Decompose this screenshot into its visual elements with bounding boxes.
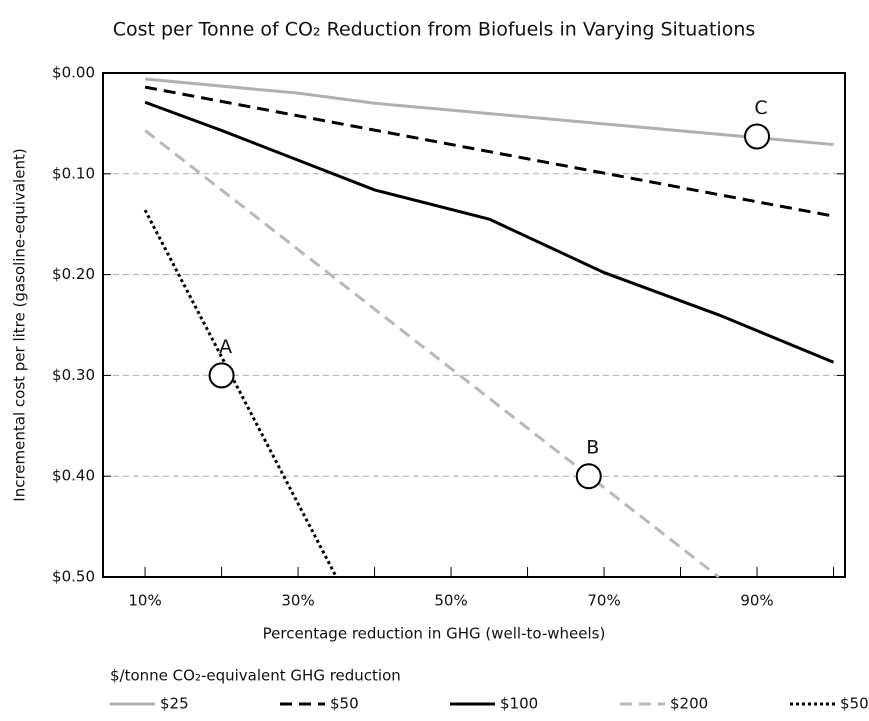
x-tick-label: 10%: [128, 592, 161, 610]
x-tick-label: 50%: [434, 592, 467, 610]
series-line: [144, 129, 720, 579]
series-line: [144, 100, 835, 364]
x-tick-label: 30%: [281, 592, 314, 610]
series-line: [143, 209, 338, 578]
legend-label: $500: [840, 695, 869, 713]
y-tick-label: $0.50: [52, 568, 95, 586]
annotation-label: C: [754, 97, 767, 119]
chart-title: Cost per Tonne of CO₂ Reduction from Bio…: [113, 19, 756, 41]
y-tick-label: $0.30: [52, 366, 95, 384]
y-tick-label: $0.20: [52, 265, 95, 283]
legend-label: $200: [670, 695, 708, 713]
plot-frame: [102, 72, 846, 578]
series-line: [144, 77, 834, 147]
annotation-marker: [208, 362, 235, 389]
x-tick-label: 90%: [740, 592, 773, 610]
y-tick-label: $0.10: [52, 164, 95, 182]
annotation-marker: [744, 123, 771, 150]
annotation-label: A: [219, 336, 232, 358]
y-tick-label: $0.00: [52, 64, 95, 82]
y-tick-label: $0.40: [52, 467, 95, 485]
x-tick-label: 70%: [587, 592, 620, 610]
series-line: [144, 85, 834, 218]
y-axis-label: Incremental cost per litre (gasoline-equ…: [11, 148, 29, 501]
x-axis-label: Percentage reduction in GHG (well-to-whe…: [263, 625, 606, 643]
legend-title: $/tonne CO₂-equivalent GHG reduction: [110, 667, 401, 685]
annotation-label: B: [586, 437, 599, 459]
annotation-marker: [575, 463, 602, 490]
legend-label: $25: [160, 695, 189, 713]
legend-label: $50: [330, 695, 359, 713]
legend-label: $100: [500, 695, 538, 713]
